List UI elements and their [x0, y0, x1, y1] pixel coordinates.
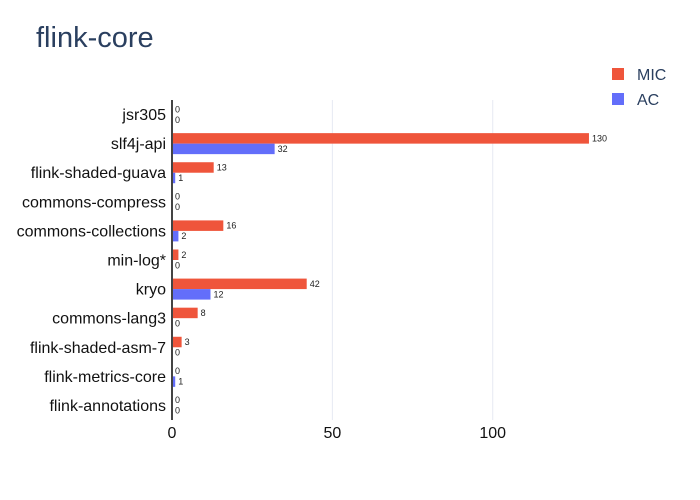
- bar-ac: [172, 143, 275, 155]
- category-label: slf4j-api: [111, 136, 166, 153]
- category-label: flink-shaded-guava: [31, 165, 166, 182]
- bar-mic: [172, 162, 214, 173]
- data-label-ac: 1: [178, 173, 183, 183]
- bar-ac: [172, 172, 176, 184]
- data-label-ac: 2: [181, 231, 186, 241]
- data-label-mic: 3: [185, 337, 190, 347]
- bar-mic: [172, 307, 198, 319]
- data-label-mic: 8: [201, 308, 206, 318]
- category-label: flink-shaded-asm-7: [30, 340, 166, 357]
- category-label: flink-metrics-core: [44, 369, 166, 386]
- data-label-ac: 0: [175, 406, 180, 416]
- data-label-mic: 16: [226, 221, 236, 231]
- legend-label-mic: MIC: [637, 67, 666, 84]
- data-label-ac: 0: [175, 115, 180, 125]
- legend-swatch-mic: [612, 68, 624, 80]
- x-tick-label: 100: [479, 425, 506, 442]
- bar-mic: [172, 249, 179, 260]
- legend[interactable]: MIC AC: [612, 67, 666, 109]
- legend-swatch-ac: [612, 93, 624, 105]
- category-label: jsr305: [121, 107, 166, 124]
- bar-mic: [172, 278, 307, 290]
- data-label-ac: 0: [175, 202, 180, 212]
- data-label-mic: 0: [175, 104, 180, 114]
- data-label-ac: 0: [175, 260, 180, 270]
- gridlines: [331, 100, 494, 420]
- bars: [172, 133, 589, 387]
- data-label-ac: 0: [175, 348, 180, 358]
- bar-mic: [172, 336, 182, 348]
- category-label: kryo: [136, 282, 166, 299]
- data-label-ac: 0: [175, 318, 180, 328]
- data-label-mic: 13: [217, 162, 227, 172]
- data-label-mic: 0: [175, 192, 180, 202]
- data-label-mic: 0: [175, 395, 180, 405]
- data-label-mic: 2: [181, 250, 186, 260]
- data-label-mic: 0: [175, 366, 180, 376]
- data-label-mic: 130: [592, 133, 607, 143]
- category-label: commons-compress: [22, 194, 166, 211]
- x-tick-label: 50: [323, 425, 341, 442]
- bar-mic: [172, 133, 589, 144]
- bar-ac: [172, 230, 179, 242]
- category-label: commons-lang3: [52, 311, 166, 328]
- legend-label-ac: AC: [637, 92, 659, 109]
- x-tick-label: 0: [168, 425, 177, 442]
- bar-mic: [172, 220, 224, 231]
- bar-ac: [172, 289, 211, 300]
- chart-title: flink-core: [36, 22, 154, 54]
- data-label-mic: 42: [310, 279, 320, 289]
- category-label: flink-annotations: [49, 398, 166, 415]
- data-label-ac: 12: [213, 289, 223, 299]
- data-label-ac: 1: [178, 377, 183, 387]
- axes: 0 50 100jsr305slf4j-apiflink-shaded-guavac…: [17, 100, 506, 442]
- data-label-ac: 32: [278, 144, 288, 154]
- category-label: min-log*: [107, 253, 166, 270]
- bar-ac: [172, 376, 176, 387]
- category-label: commons-collections: [17, 223, 166, 240]
